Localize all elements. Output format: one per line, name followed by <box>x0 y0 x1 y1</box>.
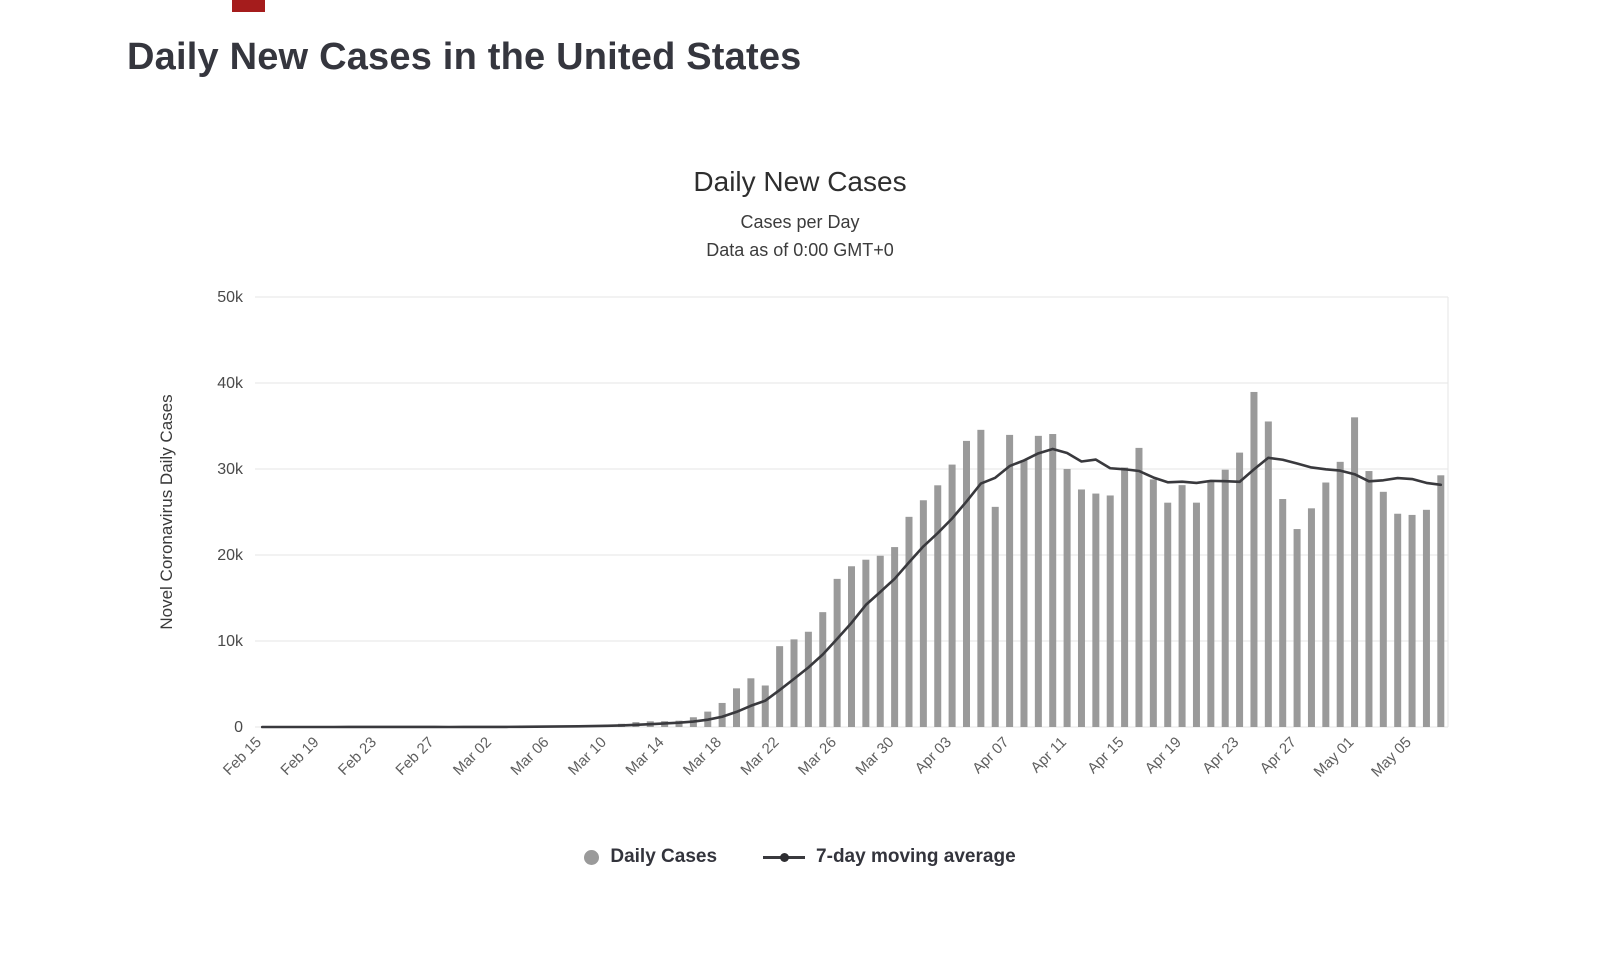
bar[interactable] <box>848 566 855 727</box>
bar[interactable] <box>1394 513 1402 727</box>
bar[interactable] <box>1279 499 1287 727</box>
bar[interactable] <box>1121 467 1129 727</box>
bar[interactable] <box>1063 468 1071 727</box>
top-edge-red-artifact <box>232 0 265 12</box>
x-tick-label: Mar 30 <box>852 734 897 779</box>
x-tick-label: Apr 03 <box>912 734 955 777</box>
x-axis-labels: Feb 15 Feb 19 Feb 23 Feb 27 Mar 02 Mar 06 Mar … <box>220 734 1415 781</box>
x-tick-label: Mar 18 <box>680 734 725 779</box>
bar[interactable] <box>761 685 769 728</box>
bar[interactable] <box>919 500 927 727</box>
x-tick-label: Mar 26 <box>795 734 840 779</box>
bar[interactable] <box>876 555 884 727</box>
bar[interactable] <box>1307 508 1315 727</box>
x-tick-label: Apr 07 <box>969 734 1012 777</box>
bar[interactable] <box>991 506 999 727</box>
bar[interactable] <box>1236 452 1244 727</box>
y-tick-label: 40k <box>217 375 244 392</box>
legend-label-daily-cases: Daily Cases <box>610 846 718 867</box>
bar[interactable] <box>1192 502 1200 727</box>
bar[interactable] <box>1250 391 1258 727</box>
x-tick-label: May 05 <box>1368 734 1415 781</box>
bar[interactable] <box>1006 434 1014 727</box>
bar[interactable] <box>1379 491 1387 727</box>
x-tick-label: May 01 <box>1311 734 1358 781</box>
legend-item-moving-average[interactable]: 7-day moving average <box>763 846 1016 868</box>
moving-average-marker-icon <box>763 851 806 864</box>
bar[interactable] <box>733 688 741 727</box>
bar[interactable] <box>1106 495 1114 727</box>
daily-cases-bars[interactable] <box>287 391 1445 728</box>
bar[interactable] <box>1034 435 1042 727</box>
bar[interactable] <box>1437 475 1445 727</box>
y-tick-label: 50k <box>217 289 244 306</box>
daily-cases-marker-icon <box>584 849 600 865</box>
bar[interactable] <box>1293 529 1301 727</box>
y-tick-label: 30k <box>217 461 244 478</box>
page-title: Daily New Cases in the United States <box>127 36 802 78</box>
y-axis-title: Novel Coronavirus Daily Cases <box>157 394 176 629</box>
bar[interactable] <box>1135 447 1143 727</box>
bar[interactable] <box>790 639 798 727</box>
bar[interactable] <box>934 485 942 727</box>
bar[interactable] <box>747 678 755 727</box>
bar[interactable] <box>819 612 827 727</box>
chart-title: Daily New Cases <box>693 166 907 197</box>
bar[interactable] <box>891 547 899 727</box>
legend-item-daily-cases[interactable]: Daily Cases <box>584 846 717 868</box>
bar[interactable] <box>1049 434 1057 727</box>
x-tick-label: Apr 23 <box>1199 734 1242 777</box>
y-tick-label: 10k <box>217 633 244 650</box>
bar[interactable] <box>1149 479 1157 727</box>
bar[interactable] <box>862 559 870 727</box>
x-tick-label: Feb 19 <box>277 734 322 779</box>
bar[interactable] <box>1322 482 1330 727</box>
bar[interactable] <box>905 516 913 727</box>
bar[interactable] <box>1092 493 1100 727</box>
bar[interactable] <box>1164 502 1172 727</box>
bar[interactable] <box>1178 485 1186 727</box>
bar[interactable] <box>1365 471 1373 727</box>
x-tick-label: Apr 19 <box>1142 734 1185 777</box>
x-tick-label: Apr 27 <box>1257 734 1300 777</box>
bar[interactable] <box>1264 421 1272 727</box>
x-tick-label: Feb 27 <box>392 734 437 779</box>
bar[interactable] <box>804 631 812 727</box>
bar[interactable] <box>718 702 726 727</box>
x-tick-label: Mar 02 <box>450 734 495 779</box>
x-tick-label: Apr 11 <box>1027 734 1069 776</box>
bar[interactable] <box>1422 509 1430 727</box>
bar[interactable] <box>948 464 956 727</box>
bar[interactable] <box>1221 469 1229 727</box>
x-tick-label: Feb 23 <box>335 734 380 779</box>
bar[interactable] <box>962 440 970 727</box>
x-tick-label: Mar 14 <box>622 734 667 779</box>
chart-header: Daily New Cases Cases per Day Data as of… <box>0 166 1600 264</box>
y-axis-labels: 0 10k 20k 30k 40k 50k <box>217 289 244 736</box>
chart-subtitle-line2: Data as of 0:00 GMT+0 <box>706 240 894 260</box>
chart-legend: Daily Cases 7-day moving average <box>0 846 1600 868</box>
bar[interactable] <box>1020 460 1028 727</box>
bar[interactable] <box>1351 417 1359 727</box>
moving-average-line[interactable] <box>260 447 1443 729</box>
x-tick-label: Feb 15 <box>220 734 265 779</box>
bar[interactable] <box>1207 480 1215 727</box>
y-tick-label: 0 <box>234 719 243 736</box>
chart-subtitle: Cases per Day Data as of 0:00 GMT+0 <box>0 208 1600 264</box>
bar[interactable] <box>1408 514 1416 727</box>
x-tick-label: Mar 22 <box>737 734 782 779</box>
bar[interactable] <box>776 646 784 727</box>
y-tick-label: 20k <box>217 547 244 564</box>
legend-label-moving-average: 7-day moving average <box>816 846 1016 867</box>
x-tick-label: Mar 06 <box>507 734 552 779</box>
x-tick-label: Apr 15 <box>1084 734 1127 777</box>
bar[interactable] <box>1336 461 1344 727</box>
bar[interactable] <box>1077 489 1085 727</box>
chart-subtitle-line1: Cases per Day <box>740 212 860 232</box>
x-tick-label: Mar 10 <box>565 734 610 779</box>
bar[interactable] <box>977 429 985 727</box>
bar[interactable] <box>833 578 841 727</box>
